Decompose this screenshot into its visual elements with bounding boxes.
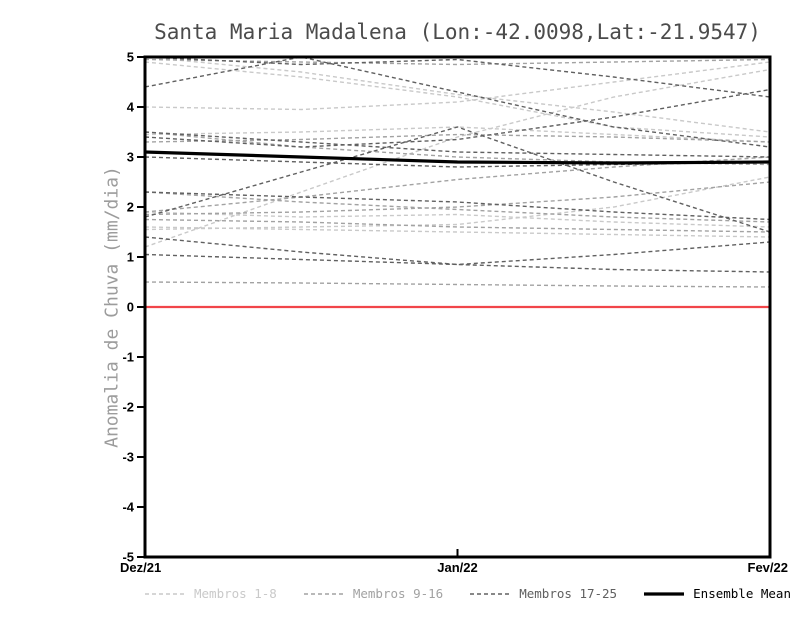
y-tick-label: 0 xyxy=(127,300,134,315)
y-tick-label: -2 xyxy=(122,400,134,415)
legend-entry: Membros 9-16 xyxy=(302,586,443,601)
y-tick-label: -4 xyxy=(122,500,134,515)
member-line-g1-4 xyxy=(145,211,770,228)
member-line-g2-8 xyxy=(145,156,770,213)
member-line-g2-2 xyxy=(145,133,770,143)
member-line-g1-7 xyxy=(145,61,770,138)
x-tick-label: Fev/22 xyxy=(748,560,788,575)
legend-line-sample xyxy=(470,592,511,595)
y-tick-label: 4 xyxy=(127,100,135,115)
member-line-g1-8 xyxy=(145,226,770,238)
x-tick-label: Jan/22 xyxy=(437,560,477,575)
legend-label: Membros 17-25 xyxy=(519,586,618,601)
member-line-g2-3 xyxy=(145,181,770,216)
legend-entry: Membros 1-8 xyxy=(143,586,277,601)
legend-label: Membros 1-8 xyxy=(194,586,277,601)
member-line-g3-7 xyxy=(145,236,770,273)
y-tick-label: 1 xyxy=(127,250,134,265)
legend-entry: Membros 17-25 xyxy=(468,586,617,601)
legend-line-sample xyxy=(644,591,685,596)
member-line-g1-3 xyxy=(145,126,770,143)
ensemble-mean-line xyxy=(145,150,770,165)
y-tick-label: -5 xyxy=(122,550,134,565)
legend-line-sample xyxy=(303,592,344,595)
legend-line-sample xyxy=(145,592,185,595)
member-line-g3-4 xyxy=(145,191,770,221)
member-line-g2-5 xyxy=(145,191,770,223)
y-tick-label: 5 xyxy=(127,50,134,65)
member-line-g2-6 xyxy=(145,281,770,288)
member-line-g3-6 xyxy=(145,241,770,266)
member-line-g3-1 xyxy=(145,57,770,148)
x-tick-label: Dez/21 xyxy=(120,560,161,575)
member-line-g1-6 xyxy=(145,68,770,248)
y-tick-label: -3 xyxy=(122,450,134,465)
legend-label: Ensemble Mean xyxy=(693,586,791,601)
legend-entry: Ensemble Mean xyxy=(642,586,791,601)
member-line-g2-7 xyxy=(145,58,770,66)
chart-title: Santa Maria Madalena (Lon:-42.0098,Lat:-… xyxy=(154,20,761,44)
member-line-g1-1 xyxy=(145,57,770,133)
y-tick-label: 2 xyxy=(127,200,134,215)
member-line-g2-4 xyxy=(145,218,770,233)
y-tick-label: 3 xyxy=(127,150,134,165)
member-line-g3-5 xyxy=(145,126,770,233)
y-tick-label: -1 xyxy=(122,350,134,365)
member-line-g3-9 xyxy=(145,57,770,98)
legend: Membros 1-8 Membros 9-16 Membros 17-25 Ense… xyxy=(143,586,791,601)
member-line-g3-3 xyxy=(145,131,770,158)
legend-label: Membros 9-16 xyxy=(352,586,444,601)
